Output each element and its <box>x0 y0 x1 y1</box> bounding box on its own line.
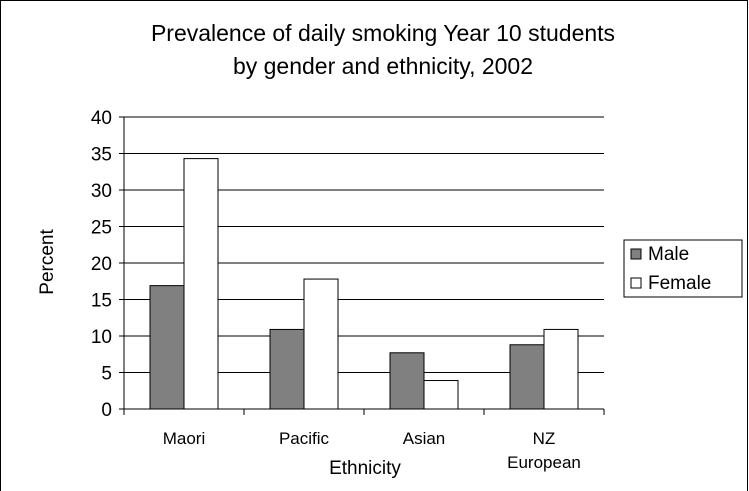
bar-male <box>149 285 185 410</box>
x-tick-labels: Maori Pacific Asian NZ European <box>163 429 581 472</box>
y-tick-labels: 0 5 10 15 20 25 30 35 40 <box>91 108 112 421</box>
y-tick-label: 30 <box>91 181 112 202</box>
bars <box>149 158 579 410</box>
y-tick-label: 5 <box>101 364 112 385</box>
y-tick-label: 15 <box>91 291 112 312</box>
x-tick-label: European <box>507 453 581 472</box>
bar-male <box>269 328 305 410</box>
y-axis-label: Percent <box>37 229 58 295</box>
x-tick-label: Maori <box>163 429 206 448</box>
axes <box>119 116 605 415</box>
legend-box <box>623 239 743 298</box>
legend-label-male: Male <box>648 244 689 265</box>
y-tick-label: 25 <box>91 218 112 239</box>
bar-female <box>303 278 339 410</box>
x-axis-label: Ethnicity <box>329 458 401 479</box>
y-tick-label: 35 <box>91 145 112 166</box>
legend-swatch-male <box>630 248 642 260</box>
x-tick-label: Pacific <box>279 429 330 448</box>
legend-label-female: Female <box>648 273 711 294</box>
y-tick-label: 10 <box>91 327 112 348</box>
bar-female <box>543 328 579 410</box>
legend: Male Female <box>623 239 743 298</box>
bar-male <box>509 344 545 410</box>
bar-female <box>423 380 459 410</box>
legend-swatch-female <box>630 277 642 289</box>
x-tick-label: Asian <box>403 429 446 448</box>
bar-male <box>389 352 425 410</box>
y-tick-label: 40 <box>91 108 112 129</box>
chart-title-line-2: by gender and ethnicity, 2002 <box>233 53 533 79</box>
y-tick-label: 0 <box>101 400 112 421</box>
chart-title-line-1: Prevalence of daily smoking Year 10 stud… <box>151 20 615 46</box>
y-tick-label: 20 <box>91 254 112 275</box>
x-tick-label: NZ <box>533 429 556 448</box>
bar-female <box>183 158 219 410</box>
